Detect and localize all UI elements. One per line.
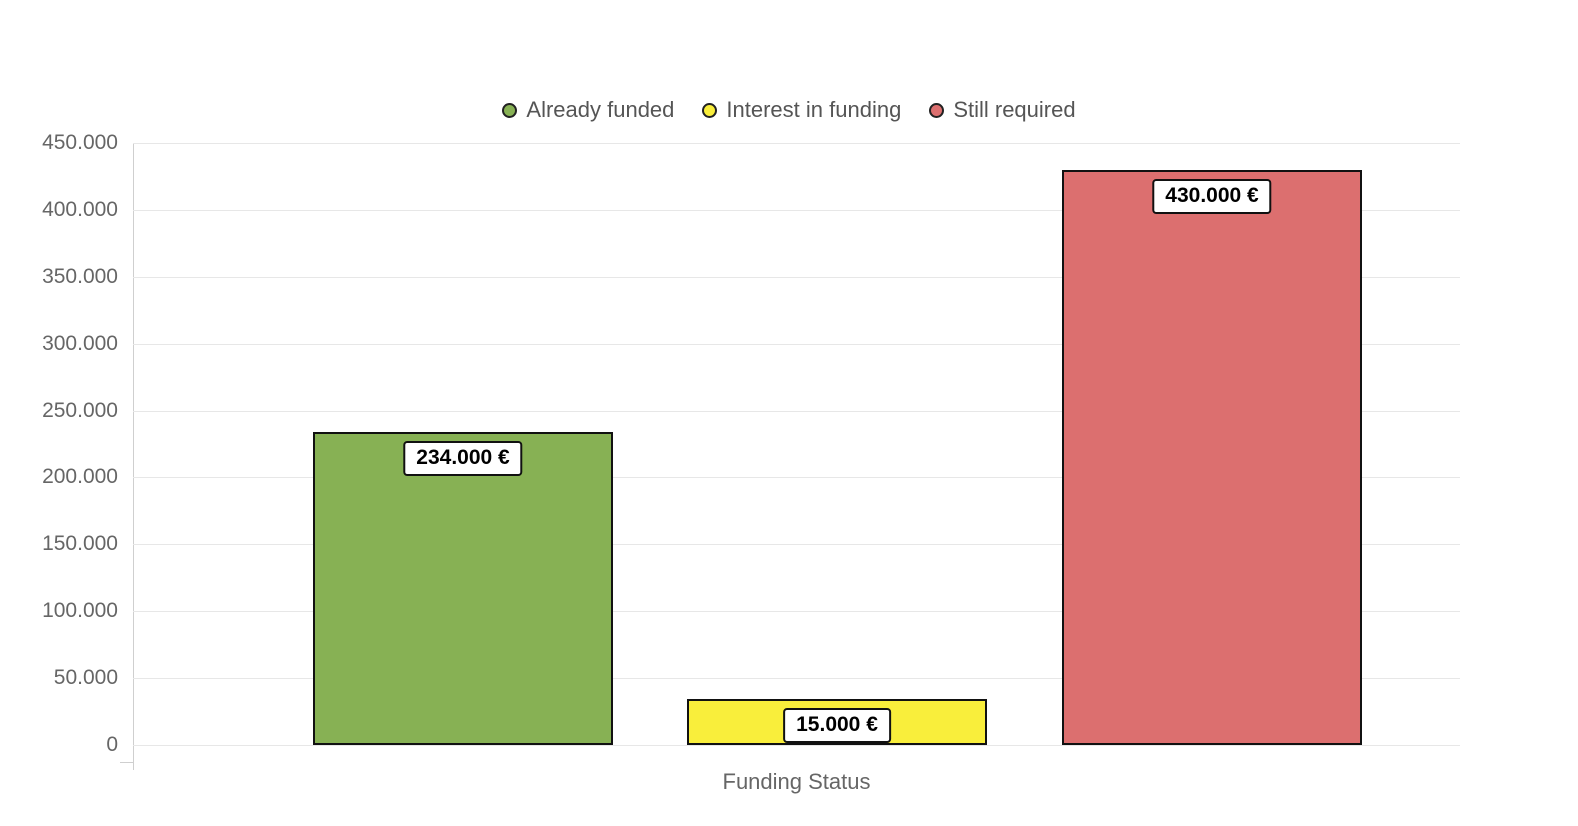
legend-label: Already funded [526, 97, 675, 122]
y-tick-label: 50.000 [53, 666, 118, 690]
gridline [133, 343, 1460, 345]
y-axis-bottom-tick [120, 762, 133, 763]
bar-value-label-already-funded: 234.000 € [403, 440, 523, 476]
gridline [133, 544, 1460, 546]
y-tick-label: 200.000 [42, 465, 118, 489]
x-axis-title: Funding Status [722, 769, 871, 794]
y-tick-label: 0 [106, 733, 118, 756]
plot-area: 234.000 € 15.000 € 430.000 € [120, 143, 1460, 770]
y-tick-label: 350.000 [42, 264, 118, 288]
y-tick-label: 400.000 [42, 197, 118, 221]
gridline [133, 410, 1460, 412]
y-tick-label: 300.000 [42, 331, 118, 355]
y-tick-label: 450.000 [42, 131, 118, 154]
chart-legend: Already funded Interest in funding Still r… [0, 97, 1578, 123]
legend-marker-icon [929, 102, 945, 118]
legend-item-still-required[interactable]: Still required [929, 97, 1076, 123]
y-tick-label: 100.000 [42, 599, 118, 623]
legend-item-already-funded[interactable]: Already funded [502, 97, 674, 123]
legend-label: Interest in funding [726, 97, 902, 122]
gridline [133, 611, 1460, 613]
bar-value-label-still-required: 430.000 € [1152, 178, 1272, 214]
legend-marker-icon [502, 102, 518, 118]
gridline [133, 477, 1460, 479]
bar-already-funded[interactable] [313, 431, 613, 745]
legend-marker-icon [702, 102, 718, 118]
gridline [133, 678, 1460, 680]
bar-still-required[interactable] [1062, 169, 1362, 745]
y-axis-line [133, 143, 134, 770]
gridline [133, 276, 1460, 278]
bar-value-label-interest-in-funding: 15.000 € [783, 708, 891, 743]
gridline [133, 745, 1460, 746]
legend-label: Still required [953, 97, 1076, 122]
gridline [133, 209, 1460, 211]
legend-item-interest-in-funding[interactable]: Interest in funding [702, 97, 901, 123]
y-tick-label: 150.000 [42, 532, 118, 556]
gridline [133, 143, 1460, 144]
y-tick-label: 250.000 [42, 398, 118, 422]
